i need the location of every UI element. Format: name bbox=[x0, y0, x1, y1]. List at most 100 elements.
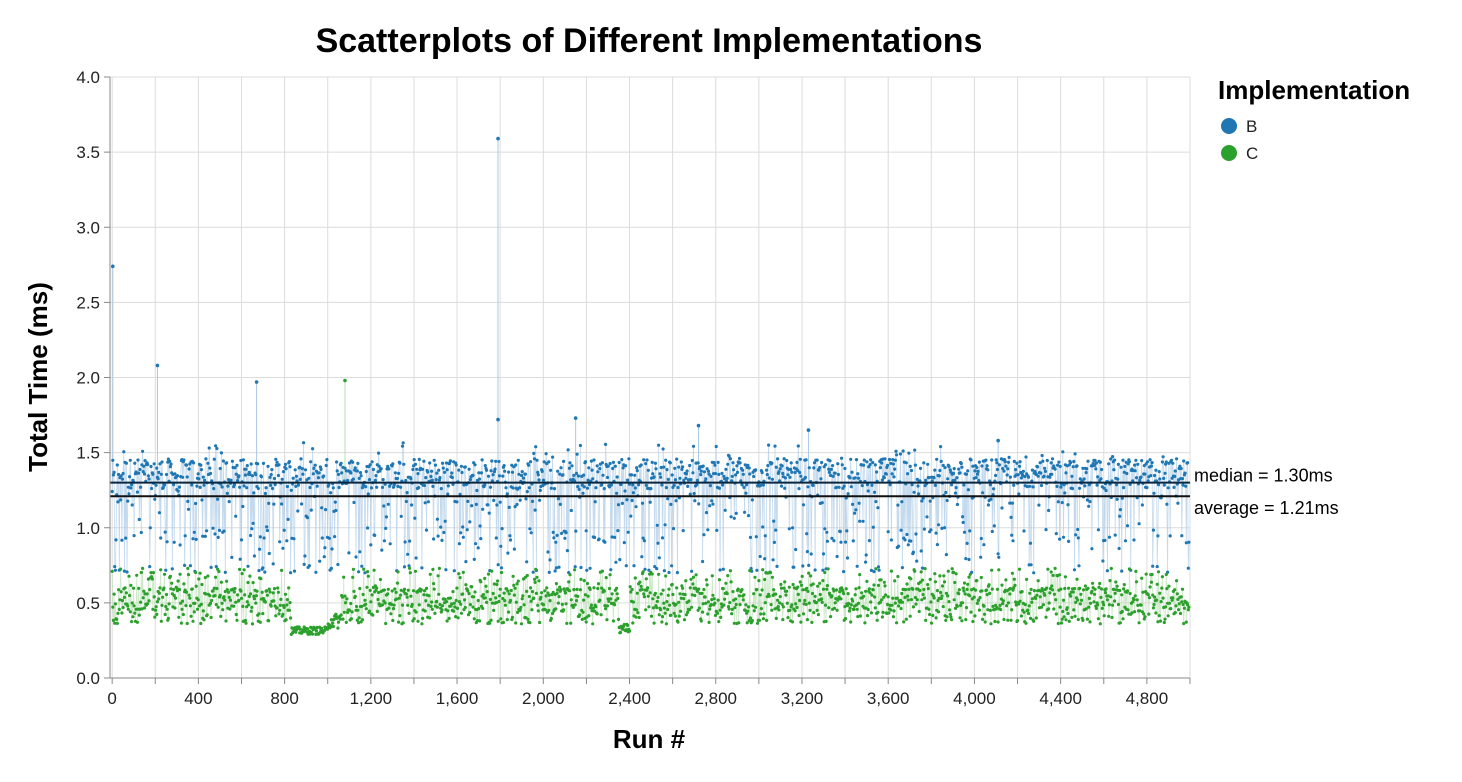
data-point-c bbox=[110, 569, 114, 574]
data-point-b bbox=[995, 467, 1000, 472]
data-point-c bbox=[213, 594, 217, 598]
data-point-b bbox=[728, 457, 733, 461]
data-point-c bbox=[139, 600, 143, 604]
data-point-c bbox=[496, 579, 500, 583]
data-point-c bbox=[457, 600, 461, 604]
data-point-c bbox=[928, 577, 932, 582]
data-point-b bbox=[281, 470, 286, 474]
data-point-b bbox=[829, 467, 833, 471]
data-point-b bbox=[181, 475, 185, 479]
data-point-b bbox=[191, 537, 195, 541]
data-point-b bbox=[223, 570, 227, 575]
data-point-b bbox=[139, 530, 143, 535]
data-point-c bbox=[684, 579, 688, 583]
data-point-c bbox=[706, 600, 711, 604]
data-point-b bbox=[313, 463, 317, 467]
data-point-b bbox=[312, 466, 316, 470]
data-point-b bbox=[871, 460, 875, 465]
data-point-c bbox=[950, 618, 954, 622]
data-point-b bbox=[593, 535, 597, 540]
data-point-b bbox=[1006, 467, 1010, 471]
data-point-c bbox=[926, 587, 930, 591]
data-point-b bbox=[982, 543, 986, 547]
data-point-c bbox=[227, 590, 231, 594]
data-point-c bbox=[276, 590, 280, 594]
data-point-b bbox=[673, 478, 678, 482]
data-point-b bbox=[891, 458, 895, 462]
data-point-c bbox=[1127, 567, 1131, 571]
data-point-b bbox=[629, 473, 634, 477]
data-point-b bbox=[265, 525, 269, 529]
data-point-b bbox=[1037, 503, 1041, 507]
data-point-b bbox=[291, 476, 295, 480]
data-point-c bbox=[1078, 586, 1082, 590]
data-point-b bbox=[962, 530, 967, 534]
data-point-b bbox=[168, 459, 172, 463]
data-point-b bbox=[734, 473, 738, 477]
data-point-b bbox=[789, 467, 793, 471]
data-point-b bbox=[552, 487, 557, 491]
data-point-c bbox=[990, 587, 994, 591]
data-point-c bbox=[825, 584, 830, 588]
data-point-c bbox=[151, 607, 155, 611]
data-point-c bbox=[1081, 588, 1086, 592]
data-point-b bbox=[532, 451, 536, 455]
data-point-b bbox=[917, 492, 921, 496]
data-point-c bbox=[153, 608, 158, 612]
data-point-c bbox=[734, 597, 738, 601]
data-point-c bbox=[554, 582, 559, 586]
data-point-b bbox=[1149, 474, 1153, 478]
data-point-c bbox=[790, 620, 795, 624]
data-point-b bbox=[1078, 486, 1082, 490]
data-point-b bbox=[900, 566, 905, 570]
data-point-c bbox=[428, 616, 432, 620]
data-point-c bbox=[1110, 615, 1114, 620]
data-point-c bbox=[437, 566, 441, 571]
data-point-c bbox=[887, 611, 891, 615]
data-point-c bbox=[210, 598, 214, 603]
data-point-c bbox=[194, 584, 198, 588]
data-point-b bbox=[985, 464, 989, 468]
legend-entry-c[interactable]: C bbox=[1221, 144, 1258, 163]
data-point-c bbox=[586, 594, 590, 598]
data-point-c bbox=[512, 583, 516, 588]
data-point-c bbox=[404, 592, 408, 596]
data-point-c bbox=[969, 610, 973, 614]
data-point-c bbox=[1170, 598, 1174, 602]
data-point-c bbox=[152, 595, 156, 599]
data-point-b bbox=[743, 463, 747, 467]
data-point-c bbox=[240, 572, 244, 576]
data-point-b bbox=[660, 536, 665, 540]
data-point-c bbox=[1161, 596, 1165, 600]
data-point-b bbox=[1140, 459, 1144, 463]
data-point-c bbox=[506, 589, 510, 593]
data-point-b bbox=[1050, 472, 1054, 476]
data-point-b bbox=[364, 469, 368, 474]
data-point-b bbox=[897, 544, 901, 548]
data-point-b bbox=[837, 485, 841, 489]
data-point-c bbox=[651, 606, 656, 610]
data-point-b bbox=[544, 452, 548, 456]
data-point-b bbox=[845, 556, 850, 560]
data-point-b bbox=[233, 466, 237, 470]
data-point-c bbox=[964, 618, 968, 622]
data-point-c bbox=[797, 613, 801, 618]
data-point-c bbox=[986, 608, 990, 612]
data-point-b bbox=[468, 520, 472, 524]
data-point-b bbox=[540, 469, 544, 473]
data-point-c bbox=[305, 627, 310, 631]
data-point-c bbox=[544, 594, 548, 598]
x-tick-label: 4,800 bbox=[1126, 689, 1169, 708]
data-point-c bbox=[1120, 593, 1124, 597]
data-point-c bbox=[357, 621, 361, 625]
data-point-b bbox=[896, 503, 900, 507]
data-point-b bbox=[644, 462, 648, 466]
data-point-c bbox=[1147, 596, 1152, 600]
data-point-b bbox=[335, 460, 339, 464]
data-point-c bbox=[272, 599, 276, 603]
legend-entry-b[interactable]: B bbox=[1221, 117, 1257, 136]
data-point-c bbox=[961, 601, 965, 605]
data-point-b bbox=[337, 485, 341, 490]
data-point-c bbox=[614, 598, 618, 602]
data-point-c bbox=[353, 594, 357, 598]
